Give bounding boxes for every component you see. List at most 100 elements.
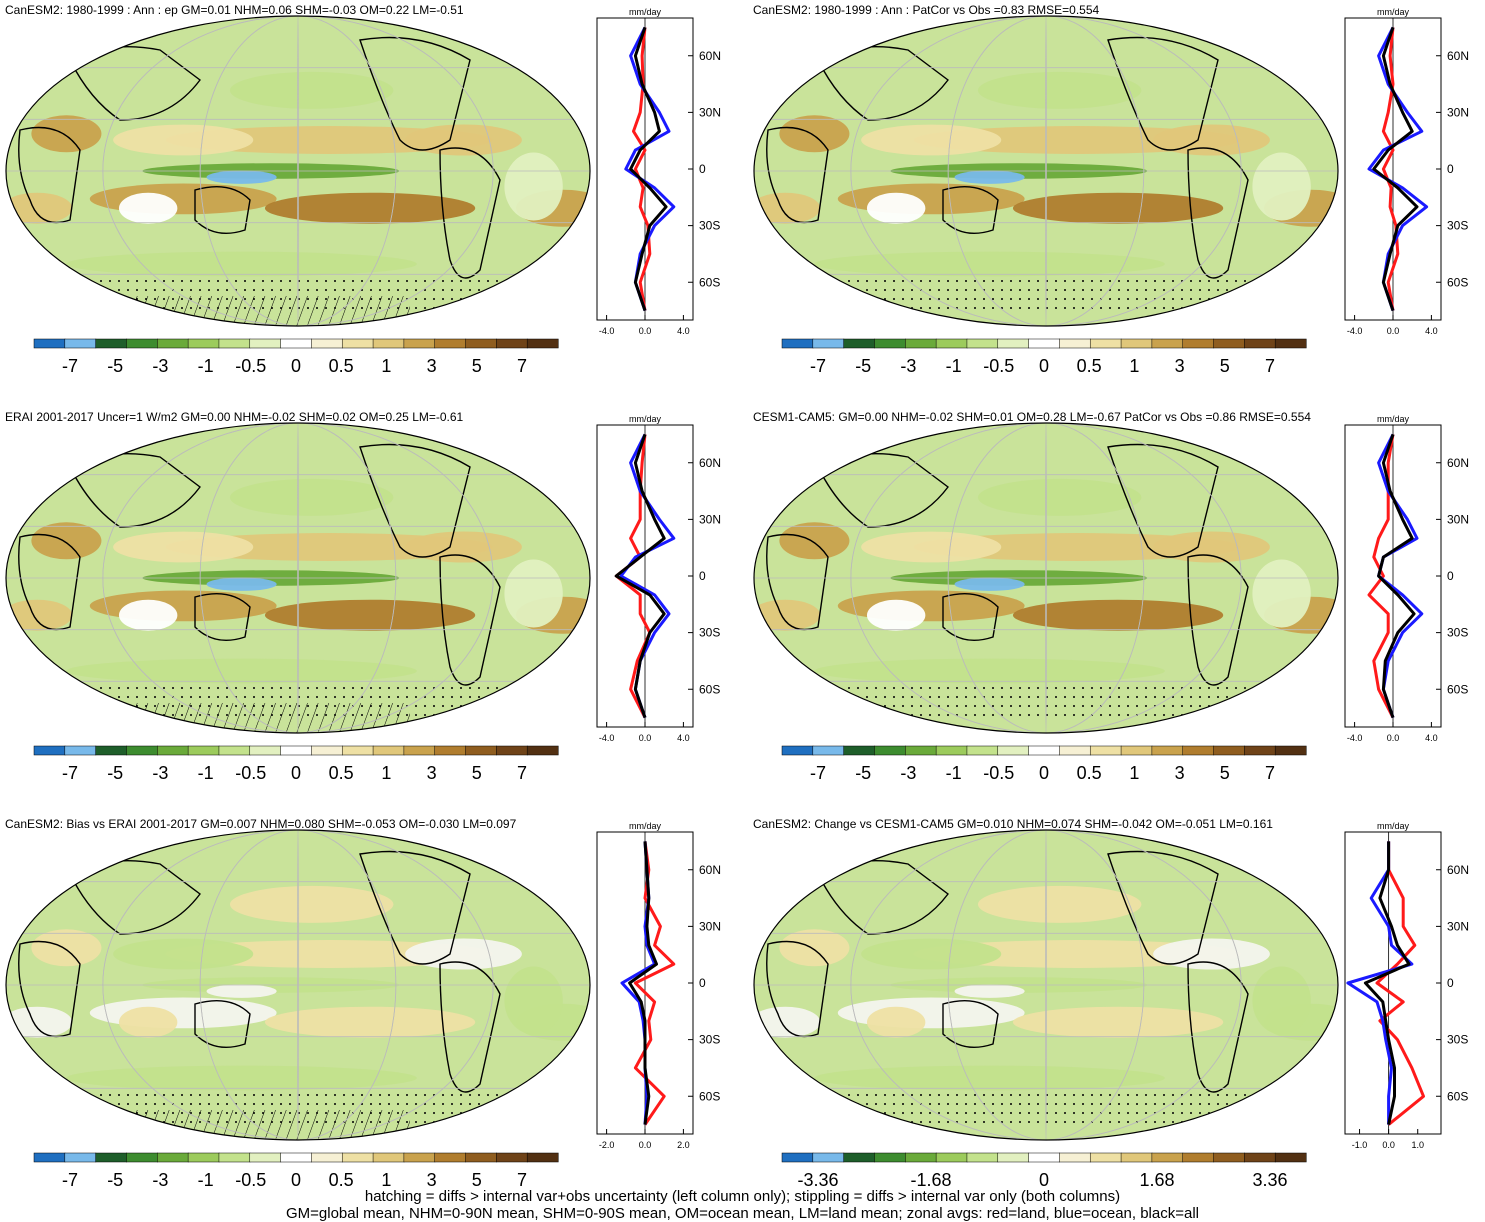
colorbar-label: -1 (198, 763, 214, 783)
lat-tick-label: 60N (1447, 456, 1469, 470)
colorbar-segment (1089, 338, 1122, 349)
colorbar-label: -1 (946, 763, 962, 783)
colorbar-segment (1151, 338, 1184, 349)
colorbar-segment (997, 1152, 1030, 1163)
field-blob (66, 1065, 417, 1091)
colorbar-segment (95, 338, 128, 349)
colorbar-segment (1182, 1152, 1215, 1163)
colorbar-label: 0 (291, 356, 301, 376)
colorbar-segment (874, 338, 906, 349)
graticule-meridian (1045, 16, 1047, 326)
zonal-x-tick-label: 0.0 (639, 733, 652, 743)
continent-outline (18, 533, 81, 631)
zonal-x-tick-label: 4.0 (1425, 326, 1438, 336)
panel: CanESM2: Bias vs ERAI 2001-2017 GM=0.007… (5, 817, 721, 1190)
lat-tick-label: 0 (1447, 569, 1454, 583)
map-area (754, 16, 1338, 326)
colorbar-label: -7 (810, 356, 826, 376)
field-blob (504, 559, 563, 628)
colorbar-label: -7 (62, 356, 78, 376)
field-blob (814, 1065, 1165, 1091)
continent-outline (1107, 850, 1219, 965)
colorbar-segment (218, 745, 251, 756)
field-blob (1252, 559, 1311, 628)
colorbar-segment (341, 1152, 374, 1163)
colorbar-segment (1120, 338, 1153, 349)
lat-tick-label: 60N (1447, 49, 1469, 63)
graticule-meridian (947, 423, 1145, 733)
colorbar-label: -3 (152, 356, 168, 376)
map-area (754, 830, 1338, 1140)
map-border (753, 422, 1339, 734)
colorbar-segment (1089, 745, 1122, 756)
field-blob (264, 192, 476, 224)
panel-title: CanESM2: 1980-1999 : Ann : PatCor vs Obs… (753, 3, 1100, 17)
colorbar-label: -5 (107, 1170, 123, 1190)
footer-note-legend: GM=global mean, NHM=0-90N mean, SHM=0-90… (285, 1205, 1199, 1222)
field-blob (6, 192, 73, 224)
continent-outline (1187, 961, 1249, 1093)
colorbar-label: 0 (1039, 356, 1049, 376)
field-blob (31, 115, 102, 153)
colorbar-segment (311, 1152, 343, 1163)
graticule-meridian (199, 423, 397, 733)
map-border (753, 15, 1339, 327)
zonal-x-tick-label: 0.0 (1387, 733, 1400, 743)
colorbar-segment (526, 745, 559, 756)
colorbar-segment (935, 1152, 968, 1163)
colorbar-segment (1274, 1152, 1307, 1163)
colorbar-segment (403, 745, 436, 756)
field-blob (118, 1006, 178, 1038)
colorbar-label: 0 (291, 1170, 301, 1190)
zonal-x-tick-label: 4.0 (677, 733, 690, 743)
panel: CESM1-CAM5: GM=0.00 NHM=-0.02 SHM=0.01 O… (753, 410, 1469, 783)
colorbar-segment (311, 745, 343, 756)
panel: CanESM2: Change vs CESM1-CAM5 GM=0.010 N… (753, 817, 1469, 1190)
colorbar-label: -0.5 (983, 763, 1014, 783)
continent-outline (359, 443, 471, 558)
colorbar-segment (341, 745, 374, 756)
graticule-meridian (297, 423, 299, 733)
field-blob (405, 124, 522, 156)
graticule-meridian (102, 16, 494, 326)
graticule-meridian (850, 16, 1242, 326)
map-border (5, 422, 591, 734)
colorbar-segment (95, 1152, 128, 1163)
panel: CanESM2: 1980-1999 : Ann : PatCor vs Obs… (753, 3, 1469, 376)
lat-tick-label: 30N (699, 512, 721, 526)
lat-tick-label: 30S (699, 626, 720, 640)
field-blob (754, 1006, 821, 1038)
colorbar-segment (874, 1152, 906, 1163)
colorbar-segment (280, 1152, 312, 1163)
colorbar-segment (95, 745, 128, 756)
colorbar-label: 1 (381, 356, 391, 376)
zonal-series-all (1377, 433, 1416, 719)
zonal-x-tick-label: 0.0 (1387, 326, 1400, 336)
colorbar-segment (64, 338, 97, 349)
colorbar-label: 3.36 (1252, 1170, 1287, 1190)
lat-tick-label: 30S (1447, 219, 1468, 233)
graticule-meridian (297, 830, 299, 1140)
graticule-meridian (947, 16, 1145, 326)
colorbar-label: -5 (107, 763, 123, 783)
colorbar-segment (1028, 1152, 1060, 1163)
field-blob (1153, 531, 1270, 563)
field-blob (229, 885, 394, 923)
field-blob (66, 251, 417, 277)
colorbar-segment (812, 1152, 845, 1163)
colorbar-segment (1182, 338, 1215, 349)
colorbar-segment (1028, 338, 1060, 349)
colorbar-segment (64, 1152, 97, 1163)
colorbar-label: -3 (900, 763, 916, 783)
field-blob (113, 124, 254, 156)
colorbar-segment (935, 745, 968, 756)
colorbar-segment (1120, 1152, 1153, 1163)
continent-outline (359, 36, 471, 151)
field-blob (405, 531, 522, 563)
colorbar-segment (465, 745, 497, 756)
colorbar-segment (33, 745, 66, 756)
field-blob (779, 115, 850, 153)
colorbar-label: -3 (152, 1170, 168, 1190)
zonal-x-tick-label: 2.0 (677, 1140, 690, 1150)
lat-tick-label: 60S (1447, 682, 1468, 696)
